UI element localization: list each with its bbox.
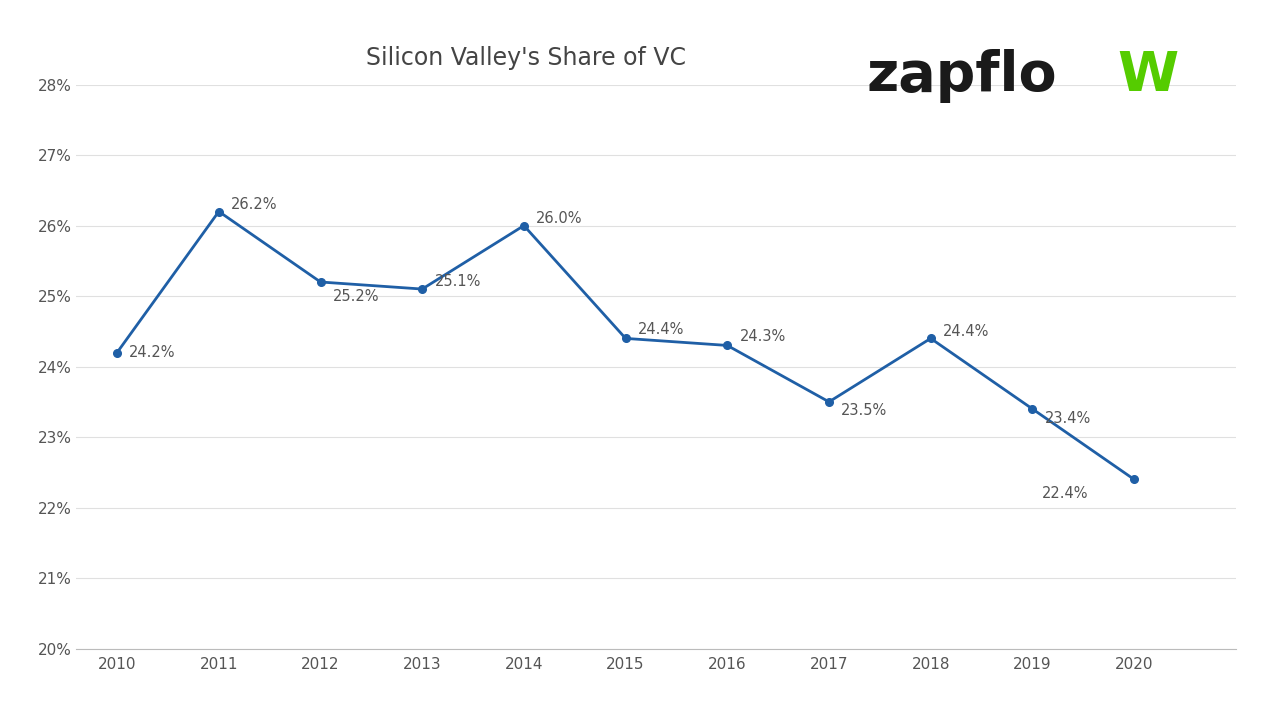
Text: zapflo: zapflo <box>866 49 1057 104</box>
Text: 23.4%: 23.4% <box>1045 411 1091 427</box>
Text: 24.3%: 24.3% <box>739 329 786 345</box>
Text: 25.2%: 25.2% <box>333 288 380 304</box>
Text: 24.4%: 24.4% <box>638 322 684 338</box>
Text: zapfloW: zapfloW <box>866 49 1119 104</box>
Text: 25.1%: 25.1% <box>434 274 480 290</box>
Text: 24.2%: 24.2% <box>130 345 176 360</box>
Text: 26.0%: 26.0% <box>536 211 582 226</box>
Text: 24.4%: 24.4% <box>943 324 990 339</box>
Text: W: W <box>1117 49 1178 104</box>
Text: 26.2%: 26.2% <box>231 197 278 212</box>
Text: 22.4%: 22.4% <box>1042 486 1088 501</box>
Text: Silicon Valley's Share of VC: Silicon Valley's Share of VC <box>367 46 687 70</box>
Text: 23.5%: 23.5% <box>841 403 888 418</box>
